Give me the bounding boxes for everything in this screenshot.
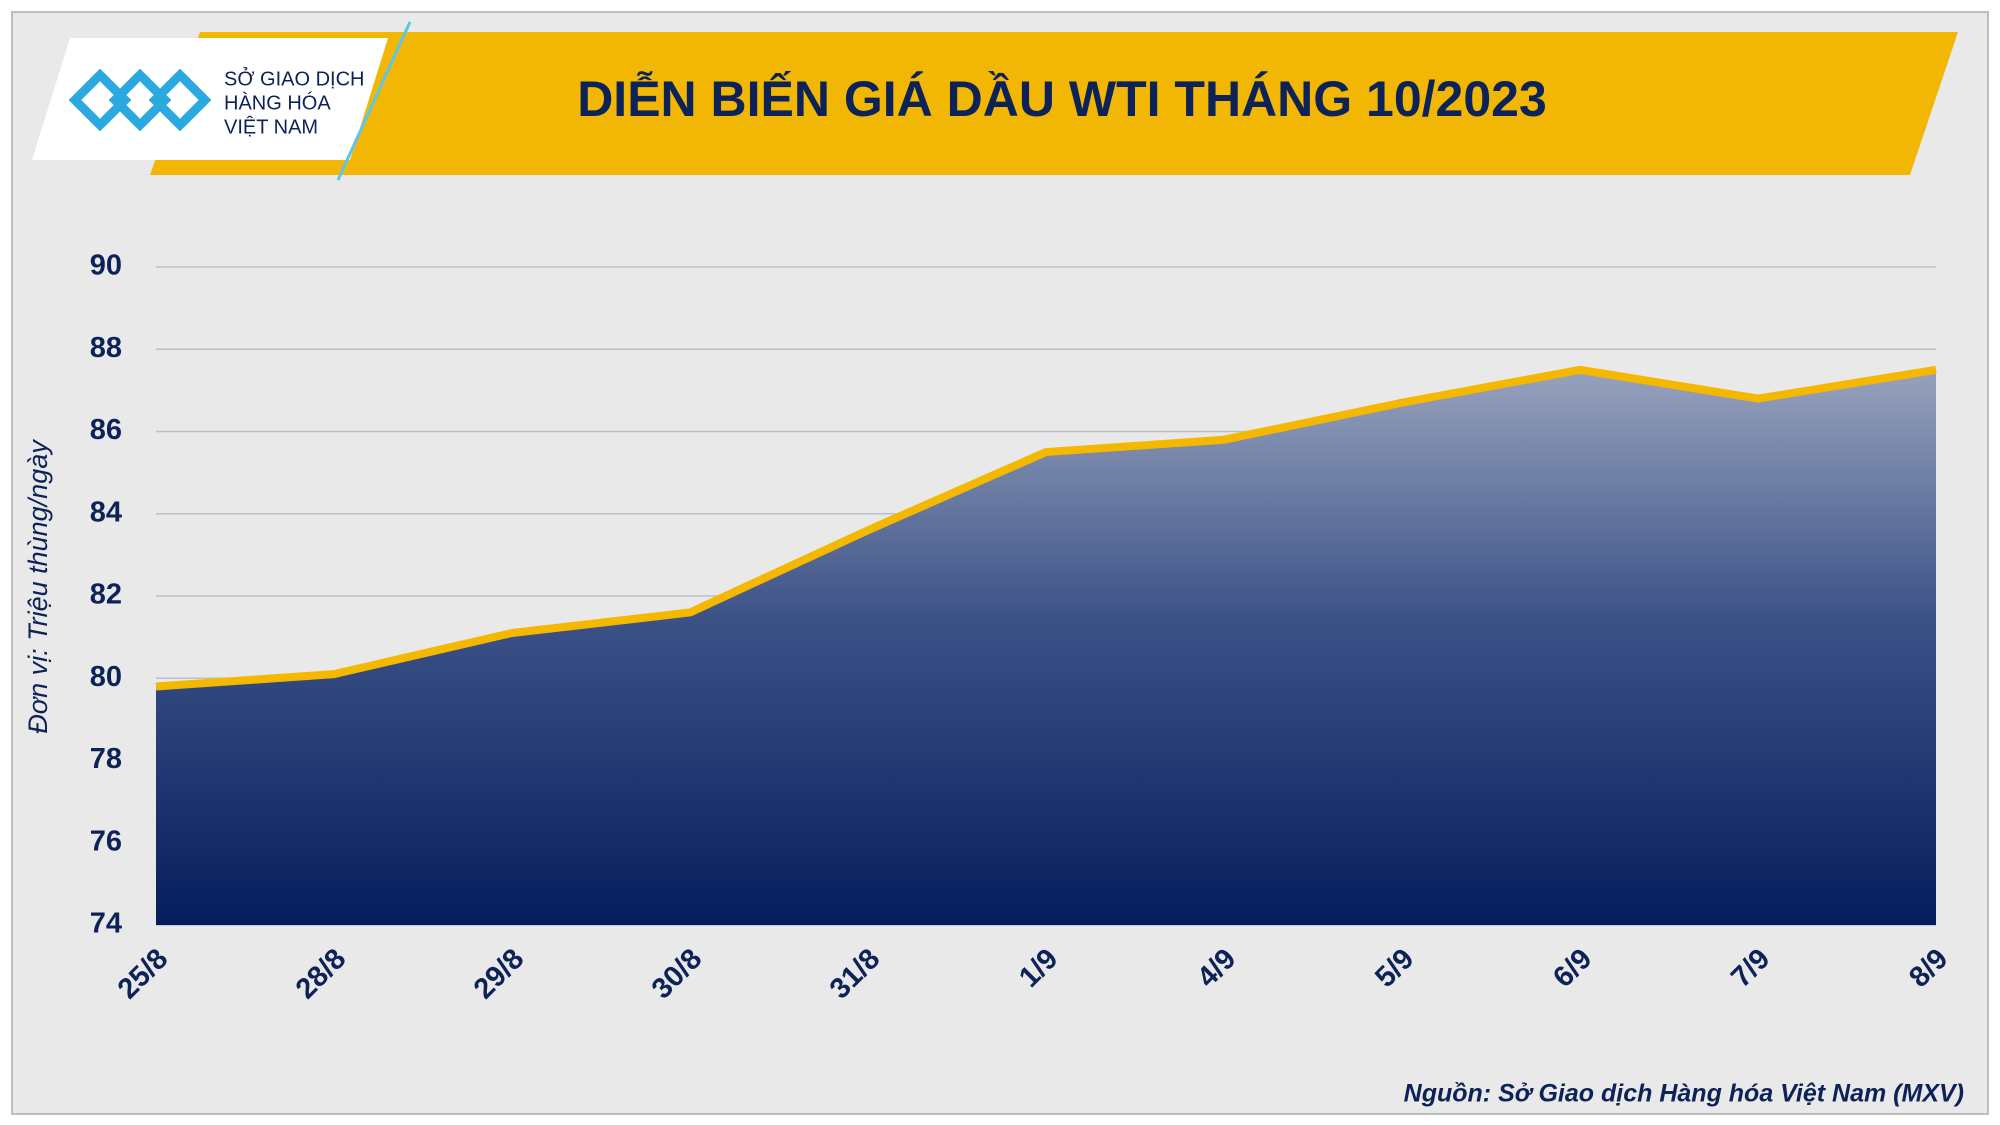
y-tick-label: 74 xyxy=(90,908,122,940)
source-note: Nguồn: Sở Giao dịch Hàng hóa Việt Nam (M… xyxy=(1404,1080,1964,1108)
logo-text: VIỆT NAM xyxy=(224,115,318,138)
logo-text: SỞ GIAO DỊCH xyxy=(224,66,365,90)
y-axis-label: Đơn vị: Triệu thùng/ngày xyxy=(23,439,53,734)
y-tick-label: 90 xyxy=(90,250,122,282)
logo-accent xyxy=(336,21,412,181)
y-tick-label: 80 xyxy=(90,661,122,693)
title-banner xyxy=(150,32,1958,175)
y-tick-label: 84 xyxy=(90,496,122,528)
y-tick-label: 76 xyxy=(90,825,122,857)
y-tick-label: 86 xyxy=(90,414,122,446)
y-tick-label: 88 xyxy=(90,332,122,364)
logo-icon xyxy=(68,68,212,132)
chart-title: DIỄN BIẾN GIÁ DẦU WTI THÁNG 10/2023 xyxy=(577,71,1547,127)
y-tick-label: 82 xyxy=(90,579,122,611)
area xyxy=(156,369,1936,925)
logo-text: HÀNG HÓA xyxy=(224,91,331,114)
y-tick-label: 78 xyxy=(90,743,122,775)
line xyxy=(155,365,1937,691)
